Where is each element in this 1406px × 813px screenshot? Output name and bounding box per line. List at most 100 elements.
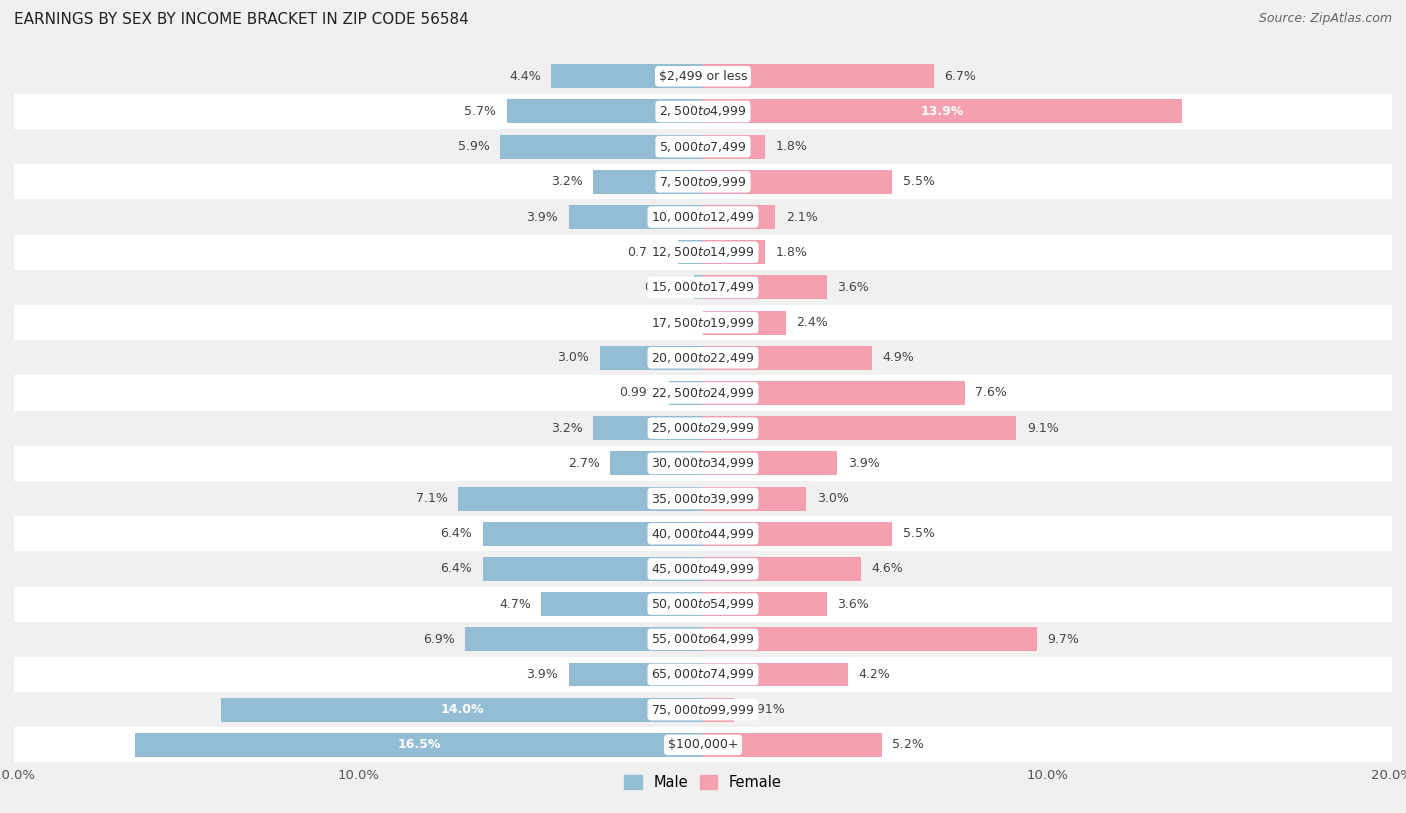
Text: 3.2%: 3.2% (551, 422, 582, 435)
Bar (568, 205, 703, 229)
Text: 3.9%: 3.9% (527, 668, 558, 681)
Text: $45,000 to $49,999: $45,000 to $49,999 (651, 562, 755, 576)
Text: 4.2%: 4.2% (858, 668, 890, 681)
Bar (14, 446, 1392, 481)
Bar (703, 276, 827, 299)
Bar (541, 592, 703, 616)
Text: EARNINGS BY SEX BY INCOME BRACKET IN ZIP CODE 56584: EARNINGS BY SEX BY INCOME BRACKET IN ZIP… (14, 12, 468, 27)
Text: 9.7%: 9.7% (1047, 633, 1080, 646)
Bar (14, 586, 1392, 622)
Text: 3.6%: 3.6% (838, 281, 869, 294)
Bar (695, 276, 703, 299)
Text: 6.9%: 6.9% (423, 633, 456, 646)
Text: 5.7%: 5.7% (464, 105, 496, 118)
Text: 14.0%: 14.0% (440, 703, 484, 716)
Text: 4.4%: 4.4% (509, 70, 541, 83)
Text: 0.74%: 0.74% (627, 246, 668, 259)
Bar (703, 241, 765, 264)
Text: 3.2%: 3.2% (551, 176, 582, 189)
Bar (14, 481, 1392, 516)
Text: 0.25%: 0.25% (644, 281, 685, 294)
Bar (14, 164, 1392, 199)
Bar (703, 135, 765, 159)
Text: 16.5%: 16.5% (396, 738, 440, 751)
Bar (14, 411, 1392, 446)
Bar (14, 129, 1392, 164)
Text: $7,500 to $9,999: $7,500 to $9,999 (659, 175, 747, 189)
Text: $2,500 to $4,999: $2,500 to $4,999 (659, 104, 747, 119)
Text: $10,000 to $12,499: $10,000 to $12,499 (651, 210, 755, 224)
Bar (482, 522, 703, 546)
Bar (703, 64, 934, 89)
Text: 9.1%: 9.1% (1026, 422, 1059, 435)
Bar (482, 557, 703, 580)
Text: $100,000+: $100,000+ (668, 738, 738, 751)
Text: $20,000 to $22,499: $20,000 to $22,499 (651, 350, 755, 365)
Text: 2.7%: 2.7% (568, 457, 599, 470)
Text: 0.99%: 0.99% (619, 386, 658, 399)
Text: $25,000 to $29,999: $25,000 to $29,999 (651, 421, 755, 435)
Text: $35,000 to $39,999: $35,000 to $39,999 (651, 492, 755, 506)
Text: 2.4%: 2.4% (796, 316, 828, 329)
Bar (551, 64, 703, 89)
Bar (14, 551, 1392, 586)
Bar (669, 381, 703, 405)
Text: $55,000 to $64,999: $55,000 to $64,999 (651, 633, 755, 646)
Bar (458, 486, 703, 511)
Text: 7.6%: 7.6% (976, 386, 1007, 399)
Bar (14, 305, 1392, 340)
Text: 6.4%: 6.4% (440, 563, 472, 576)
Text: 13.9%: 13.9% (921, 105, 965, 118)
Bar (703, 311, 786, 335)
Text: $22,500 to $24,999: $22,500 to $24,999 (651, 386, 755, 400)
Text: $17,500 to $19,999: $17,500 to $19,999 (651, 315, 755, 329)
Bar (703, 99, 1182, 124)
Bar (703, 628, 1038, 651)
Text: 2.1%: 2.1% (786, 211, 817, 224)
Text: 6.7%: 6.7% (945, 70, 976, 83)
Bar (703, 698, 734, 722)
Text: 3.9%: 3.9% (848, 457, 879, 470)
Text: 4.6%: 4.6% (872, 563, 904, 576)
Bar (14, 622, 1392, 657)
Bar (599, 346, 703, 370)
Bar (678, 241, 703, 264)
Bar (703, 381, 965, 405)
Text: 7.1%: 7.1% (416, 492, 449, 505)
Text: 5.2%: 5.2% (893, 738, 924, 751)
Bar (703, 592, 827, 616)
Text: 3.0%: 3.0% (557, 351, 589, 364)
Bar (703, 522, 893, 546)
Text: $50,000 to $54,999: $50,000 to $54,999 (651, 597, 755, 611)
Bar (703, 733, 882, 757)
Text: $30,000 to $34,999: $30,000 to $34,999 (651, 456, 755, 471)
Bar (703, 416, 1017, 440)
Text: 4.9%: 4.9% (882, 351, 914, 364)
Bar (14, 270, 1392, 305)
Bar (703, 205, 775, 229)
Bar (499, 135, 703, 159)
Bar (703, 451, 838, 476)
Bar (568, 663, 703, 686)
Text: $15,000 to $17,499: $15,000 to $17,499 (651, 280, 755, 294)
Bar (703, 557, 862, 580)
Bar (221, 698, 703, 722)
Bar (703, 486, 807, 511)
Bar (465, 628, 703, 651)
Bar (14, 728, 1392, 763)
Text: 6.4%: 6.4% (440, 527, 472, 540)
Text: $2,499 or less: $2,499 or less (659, 70, 747, 83)
Text: 5.9%: 5.9% (457, 140, 489, 153)
Bar (14, 235, 1392, 270)
Text: 3.0%: 3.0% (817, 492, 849, 505)
Bar (593, 170, 703, 193)
Bar (14, 93, 1392, 129)
Bar (14, 657, 1392, 692)
Text: 3.6%: 3.6% (838, 598, 869, 611)
Text: 5.5%: 5.5% (903, 527, 935, 540)
Text: $75,000 to $99,999: $75,000 to $99,999 (651, 702, 755, 717)
Legend: Male, Female: Male, Female (619, 769, 787, 796)
Bar (506, 99, 703, 124)
Text: 5.5%: 5.5% (903, 176, 935, 189)
Bar (14, 59, 1392, 93)
